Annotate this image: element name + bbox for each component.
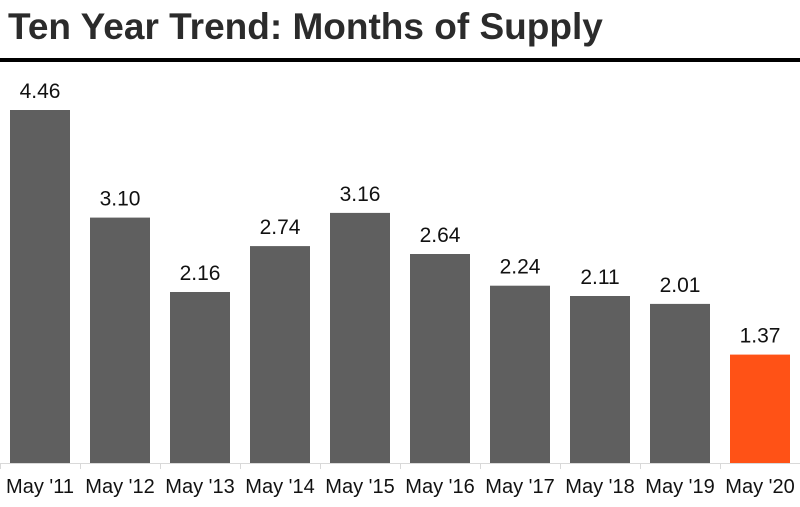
bar-10 [730, 354, 790, 463]
value-label-10: 1.37 [740, 325, 781, 348]
title-rule [0, 58, 800, 62]
value-label-1: 4.46 [20, 80, 61, 103]
value-label-3: 2.16 [180, 262, 221, 285]
bar-8 [570, 296, 630, 463]
bar-4 [250, 246, 310, 463]
category-label-8: May '18 [565, 476, 634, 498]
category-label-3: May '13 [165, 476, 234, 498]
category-label-10: May '20 [725, 476, 794, 498]
value-label-8: 2.11 [580, 266, 619, 289]
category-label-7: May '17 [485, 476, 554, 498]
x-axis-ticks [0, 463, 721, 469]
bar-chart: 4.46 3.10 2.16 2.74 3.16 2.64 2.24 2.11 2.01 1.37… [0, 80, 800, 498]
value-labels-group: 4.46 3.10 2.16 2.74 3.16 2.64 2.24 2.11 2.01 1.37 [20, 80, 781, 348]
value-label-5: 3.16 [340, 183, 381, 206]
category-label-2: May '12 [85, 476, 154, 498]
bar-7 [490, 285, 550, 463]
bar-2 [90, 217, 150, 463]
value-label-4: 2.74 [260, 216, 301, 239]
chart-title: Ten Year Trend: Months of Supply [8, 6, 603, 47]
category-label-1: May '11 [6, 476, 74, 498]
value-label-6: 2.64 [420, 224, 461, 247]
category-label-9: May '19 [645, 476, 714, 498]
value-label-2: 3.10 [100, 188, 141, 211]
bar-9 [650, 303, 710, 463]
category-label-5: May '15 [325, 476, 394, 498]
bar-6 [410, 254, 470, 463]
value-label-9: 2.01 [660, 274, 701, 297]
bars-group [10, 110, 790, 463]
bar-1 [10, 110, 70, 463]
category-label-6: May '16 [405, 476, 474, 498]
value-label-7: 2.24 [500, 256, 541, 279]
category-labels-group: May '11 May '12 May '13 May '14 May '15 May '… [6, 476, 795, 498]
bar-5 [330, 212, 390, 463]
bar-3 [170, 292, 230, 463]
category-label-4: May '14 [245, 476, 314, 498]
